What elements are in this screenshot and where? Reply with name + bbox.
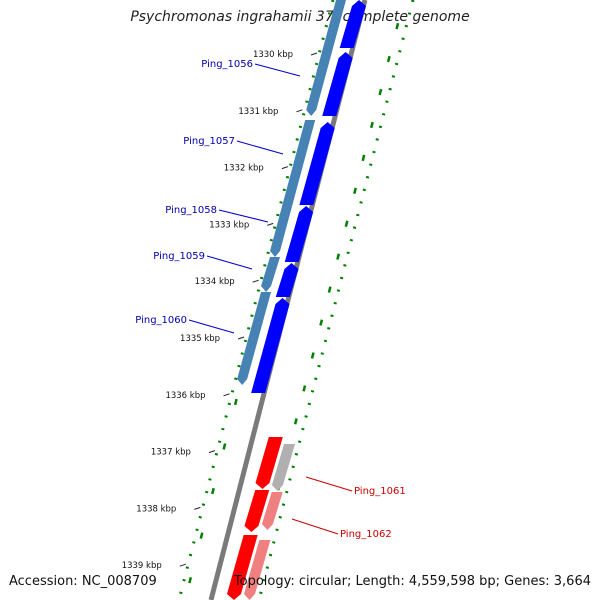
genome-summary: Topology: circular; Length: 4,559,598 bp… xyxy=(233,574,591,589)
gene-leader-line xyxy=(206,255,253,270)
gene-leader-line xyxy=(291,518,339,535)
gene-feature-bar[interactable] xyxy=(243,540,271,600)
kbp-tick: 1333 kbp xyxy=(209,220,274,230)
feature-track xyxy=(226,0,366,600)
gene-leader-line xyxy=(236,140,284,155)
gene-label-text[interactable]: Ping_1058 xyxy=(165,205,217,216)
gene-label[interactable]: Ping_1062 xyxy=(291,518,392,540)
kbp-tick: 1330 kbp xyxy=(253,50,318,60)
kbp-tick-label: 1331 kbp xyxy=(238,107,278,117)
gene-label[interactable]: Ping_1056 xyxy=(201,59,301,77)
gene-feature-bar[interactable] xyxy=(306,0,346,116)
kbp-tick-label: 1330 kbp xyxy=(253,50,293,60)
gene-arrow[interactable] xyxy=(284,206,314,262)
kbp-tick-label: 1336 kbp xyxy=(165,391,205,401)
gene-arrow[interactable] xyxy=(226,535,258,600)
gene-feature-bar[interactable] xyxy=(237,292,272,385)
gene-feature-bar[interactable] xyxy=(271,444,296,491)
kbp-tick: 1338 kbp xyxy=(136,504,201,514)
gc-skew-dash-track xyxy=(183,0,406,600)
gene-arrow[interactable] xyxy=(244,490,270,532)
kbp-tick-label: 1335 kbp xyxy=(180,334,220,344)
gc-skew-track xyxy=(177,0,415,600)
gene-label-text[interactable]: Ping_1061 xyxy=(354,486,406,497)
kbp-tick-label: 1337 kbp xyxy=(151,448,191,458)
kbp-tick-label: 1334 kbp xyxy=(195,277,235,287)
gene-leader-line xyxy=(188,319,235,334)
gene-arrow[interactable] xyxy=(339,0,366,48)
kbp-tick-label: 1338 kbp xyxy=(136,504,176,514)
gene-label-track: Ping_1056 Ping_1057 Ping_1058 Ping_1059 Ping… xyxy=(135,59,405,540)
gene-feature-bar[interactable] xyxy=(261,492,283,530)
kbp-tick-label: 1339 kbp xyxy=(122,561,162,571)
kbp-tick: 1337 kbp xyxy=(151,448,216,458)
gene-arrow[interactable] xyxy=(275,263,299,297)
kbp-tick: 1335 kbp xyxy=(180,334,245,344)
gene-label[interactable]: Ping_1059 xyxy=(153,251,253,270)
gene-arrow[interactable] xyxy=(322,52,353,116)
gene-label-text[interactable]: Ping_1062 xyxy=(340,529,392,540)
gene-label-text[interactable]: Ping_1060 xyxy=(135,315,187,326)
kbp-tick: 1331 kbp xyxy=(238,107,303,117)
kbp-tick-label: 1332 kbp xyxy=(224,164,264,174)
gene-leader-line xyxy=(254,63,301,77)
gene-arrow[interactable] xyxy=(299,122,335,205)
map-title: Psychromonas ingrahamii 37, complete gen… xyxy=(130,9,470,25)
kbp-tick: 1336 kbp xyxy=(165,391,230,401)
kbp-tick: 1339 kbp xyxy=(122,561,186,571)
gene-leader-line xyxy=(305,476,353,492)
gene-label-text[interactable]: Ping_1059 xyxy=(153,251,205,262)
kbp-tick: 1332 kbp xyxy=(224,164,288,174)
accession-label: Accession: NC_008709 xyxy=(9,574,157,589)
gene-label[interactable]: Ping_1060 xyxy=(135,315,235,334)
gene-label[interactable]: Ping_1058 xyxy=(165,205,269,223)
gene-label-text[interactable]: Ping_1057 xyxy=(183,136,235,147)
gene-feature-bar[interactable] xyxy=(270,120,316,257)
kbp-tick-track: 1330 kbp 1331 kbp 1332 kbp 1333 kbp 1334 kbp… xyxy=(122,50,318,571)
gene-arrow[interactable] xyxy=(255,437,283,489)
gene-feature-bar[interactable] xyxy=(261,257,281,292)
gene-label[interactable]: Ping_1057 xyxy=(183,136,284,155)
gene-arrow[interactable] xyxy=(251,298,290,393)
gene-label-text[interactable]: Ping_1056 xyxy=(201,59,253,70)
kbp-tick: 1334 kbp xyxy=(195,277,259,287)
gene-label[interactable]: Ping_1061 xyxy=(305,476,406,497)
gene-leader-line xyxy=(218,209,269,223)
kbp-tick-label: 1333 kbp xyxy=(209,220,249,230)
